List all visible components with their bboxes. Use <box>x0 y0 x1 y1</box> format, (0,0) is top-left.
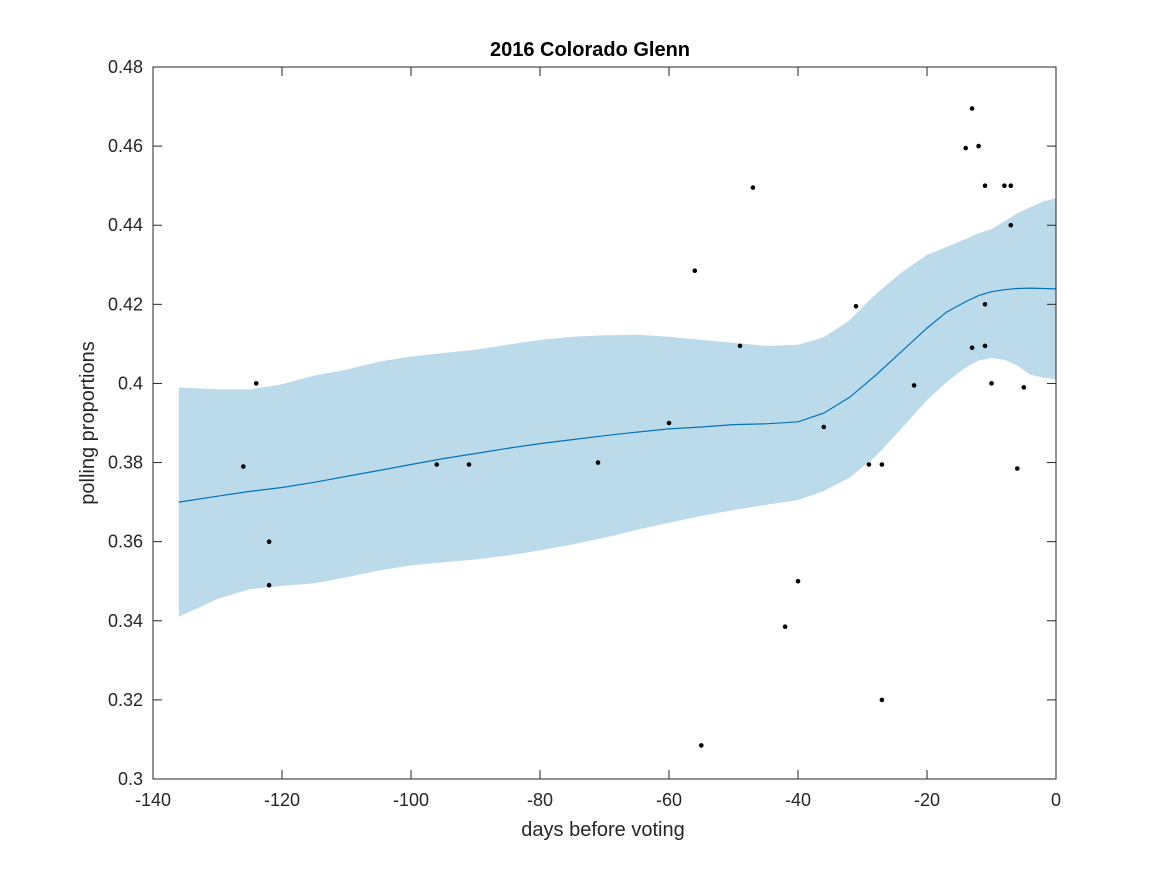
data-point <box>1021 385 1027 390</box>
y-tick-label: 0.46 <box>108 136 143 156</box>
x-tick-label: -140 <box>135 790 171 810</box>
x-axis-label: days before voting <box>521 819 684 841</box>
y-tick-label: 0.44 <box>108 215 143 235</box>
x-tick-label: -100 <box>393 790 429 810</box>
data-point <box>982 183 988 188</box>
y-tick-label: 0.32 <box>108 690 143 710</box>
y-tick-label: 0.42 <box>108 294 143 314</box>
data-point <box>692 268 698 274</box>
data-point <box>1008 222 1014 228</box>
data-points-layer <box>241 106 1027 748</box>
data-point <box>969 106 975 111</box>
x-tick-label: -60 <box>656 790 682 810</box>
data-point <box>699 743 704 748</box>
x-tick-label: -80 <box>527 790 553 810</box>
axes-box <box>152 66 1057 780</box>
data-point <box>963 145 968 151</box>
data-point <box>853 304 859 309</box>
fit-line-layer <box>178 287 1057 503</box>
data-point <box>911 383 917 388</box>
data-point <box>253 381 259 386</box>
y-tick-label: 0.38 <box>108 453 143 473</box>
data-point <box>595 460 601 465</box>
data-point <box>466 462 472 467</box>
x-tick-label: -120 <box>264 790 300 810</box>
data-point <box>782 624 788 629</box>
data-point <box>989 381 994 386</box>
data-point <box>879 697 885 703</box>
data-point <box>982 302 988 307</box>
data-point <box>821 424 827 430</box>
confidence-band-layer <box>178 198 1057 617</box>
data-point <box>1015 466 1020 471</box>
x-tick-label: -20 <box>914 790 940 810</box>
y-axis-label: polling proportions <box>77 341 99 504</box>
y-tick-label: 0.36 <box>108 532 143 552</box>
fit-line <box>178 287 1057 503</box>
axes-layer: -140 -120 -100 -80 -60 -40 -20 0 0.3 0.32 0.34 0.36… <box>108 57 1061 810</box>
y-tick-label: 0.34 <box>108 611 143 631</box>
data-point <box>1008 183 1014 188</box>
data-point <box>1002 183 1007 188</box>
x-tick-label: 0 <box>1051 790 1061 810</box>
y-tick-label: 0.4 <box>118 373 143 393</box>
data-point <box>737 343 743 349</box>
data-point <box>969 345 975 351</box>
data-point <box>266 582 272 588</box>
x-tick-label: -40 <box>785 790 811 810</box>
data-point <box>750 185 756 190</box>
y-tick-label: 0.3 <box>118 769 143 789</box>
data-point <box>982 343 988 349</box>
confidence-band <box>178 198 1057 617</box>
y-tick-label: 0.48 <box>108 57 143 77</box>
data-point <box>879 462 885 467</box>
data-point <box>666 420 672 426</box>
data-point <box>266 539 272 544</box>
data-point <box>434 462 440 467</box>
data-point <box>241 464 246 469</box>
data-point <box>976 143 981 149</box>
data-point <box>795 578 801 584</box>
chart-title: 2016 Colorado Glenn <box>490 39 690 61</box>
data-point <box>866 462 872 467</box>
